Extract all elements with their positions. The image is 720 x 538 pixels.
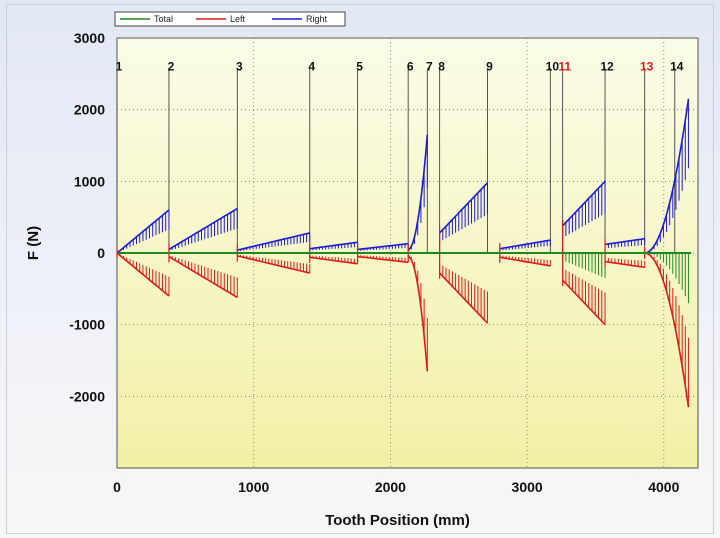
right-force-line <box>644 98 690 254</box>
right-force-line <box>237 232 310 251</box>
section-label: 5 <box>356 59 363 73</box>
y-tick-label: 1000 <box>74 173 105 189</box>
right-force-line <box>604 237 645 246</box>
right-force-line <box>357 242 409 251</box>
section-label: 3 <box>236 59 243 73</box>
right-force-line <box>168 207 238 251</box>
left-force-line <box>357 255 409 264</box>
section-label: 2 <box>168 59 175 73</box>
section-label: 9 <box>486 59 493 73</box>
left-force-line <box>499 256 551 267</box>
y-tick-label: 2000 <box>74 102 105 118</box>
section-label: 1 <box>116 59 123 73</box>
section-label: 13 <box>640 59 654 73</box>
section-label: 12 <box>600 59 614 73</box>
left-force-line <box>237 255 310 274</box>
y-axis-title: F (N) <box>25 226 42 260</box>
section-label: 14 <box>670 59 684 73</box>
left-force-line <box>644 252 690 408</box>
right-force-line <box>116 209 170 254</box>
x-tick-label: 3000 <box>512 479 543 495</box>
right-force-line <box>309 241 358 250</box>
section-label: 8 <box>438 59 445 73</box>
left-force-line <box>439 272 489 324</box>
x-tick-label: 2000 <box>375 479 406 495</box>
left-force-line <box>604 260 645 269</box>
x-tick-label: 4000 <box>648 479 679 495</box>
left-force-line <box>116 252 170 297</box>
right-force-line <box>439 182 489 234</box>
x-tick-label: 1000 <box>238 479 269 495</box>
legend-label-left: Left <box>230 14 246 24</box>
right-force-line <box>407 134 429 251</box>
x-tick-label: 0 <box>113 479 121 495</box>
legend-label-total: Total <box>154 14 173 24</box>
left-force-line <box>168 255 238 299</box>
left-force-line <box>407 255 429 372</box>
y-tick-label: -2000 <box>69 388 105 404</box>
y-tick-label: 0 <box>97 245 105 261</box>
right-force-line <box>562 180 606 227</box>
legend-box <box>114 11 346 27</box>
section-label: 10 <box>546 59 560 73</box>
y-tick-label: 3000 <box>74 30 105 46</box>
chart-frame <box>6 4 714 534</box>
left-force-line <box>309 256 358 265</box>
section-label: 7 <box>426 59 433 73</box>
legend-label-right: Right <box>306 14 328 24</box>
section-label: 4 <box>308 59 315 73</box>
x-axis-title: Tooth Position (mm) <box>325 512 470 529</box>
section-label: 11 <box>558 59 571 73</box>
left-force-line <box>562 279 606 326</box>
right-force-line <box>499 239 551 250</box>
y-tick-label: -1000 <box>69 317 105 333</box>
section-label: 6 <box>407 59 414 73</box>
